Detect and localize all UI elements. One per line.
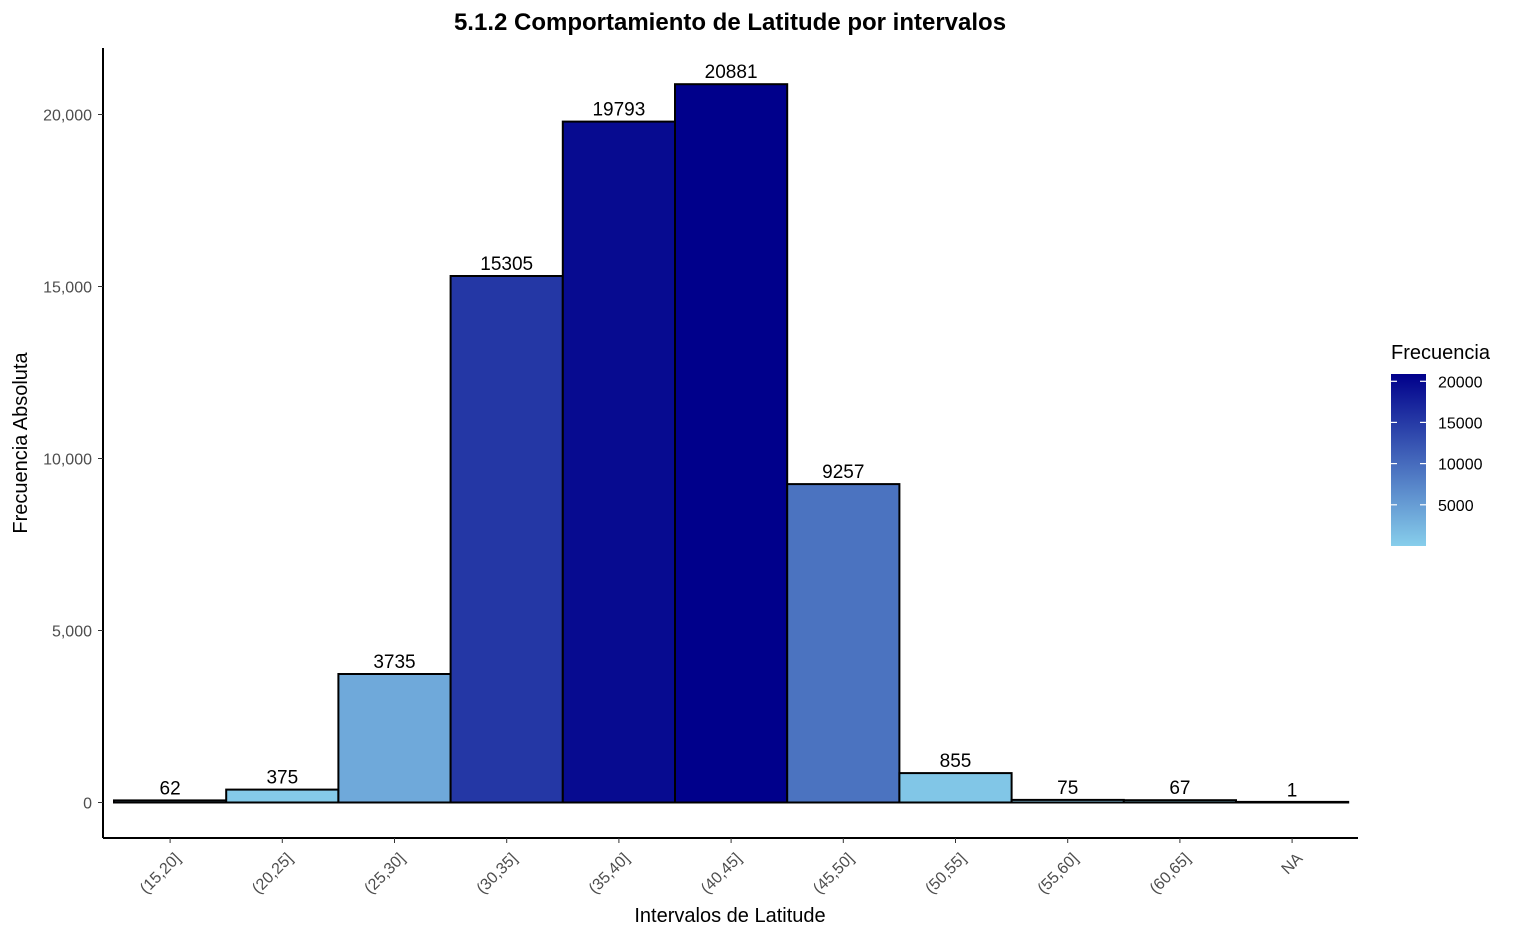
x-tick-label-6: (45,50]	[810, 850, 857, 897]
bar-7	[898, 772, 1013, 804]
bar-3	[449, 275, 564, 804]
legend-tick-label-1: 10000	[1438, 457, 1483, 474]
value-label-8: 75	[1057, 778, 1078, 799]
y-axis-ticks: 0 5,000 10,000 15,000 20,000	[43, 108, 103, 813]
legend-ticks: 5000 10000 15000 20000	[1391, 374, 1483, 515]
y-tick-label-3: 15,000	[43, 280, 92, 297]
legend-tick-label-0: 5000	[1438, 498, 1474, 515]
legend-tick-label-2: 15000	[1438, 415, 1483, 432]
x-tick-label-4: (35,40]	[586, 850, 633, 897]
x-tick-label-9: (60,65]	[1147, 850, 1194, 897]
value-labels: 62 375 3735 15305 19793 20881 9257 855 75 67 1	[160, 62, 1298, 801]
value-label-2: 3735	[373, 652, 415, 673]
legend-title: Frecuencia	[1391, 342, 1491, 364]
bar-2	[337, 673, 452, 804]
chart-title: 5.1.2 Comportamiento de Latitude por int…	[454, 9, 1006, 36]
value-label-4: 19793	[592, 100, 645, 121]
y-tick-label-1: 5,000	[52, 624, 92, 641]
legend-colorbar	[1391, 374, 1426, 546]
x-tick-label-0: (15,20]	[137, 850, 184, 897]
x-axis-ticks: (15,20] (20,25] (25,30] (30,35] (35,40] (40,4…	[137, 838, 1307, 897]
y-tick-label-4: 20,000	[43, 108, 92, 125]
value-label-9: 67	[1169, 778, 1190, 799]
y-tick-label-0: 0	[83, 796, 92, 813]
legend-tick-label-3: 20000	[1438, 374, 1483, 391]
bar-5	[674, 83, 789, 804]
y-axis-title: Frecuencia Absoluta	[10, 352, 32, 534]
value-label-5: 20881	[705, 62, 758, 83]
x-tick-label-2: (25,30]	[361, 850, 408, 897]
value-label-0: 62	[160, 778, 181, 799]
x-tick-label-7: (50,55]	[922, 850, 969, 897]
x-axis-title: Intervalos de Latitude	[634, 905, 825, 927]
value-label-10: 1	[1287, 781, 1298, 802]
value-label-1: 375	[266, 768, 298, 789]
x-tick-label-3: (30,35]	[474, 850, 521, 897]
x-tick-label-10: NA	[1279, 850, 1307, 878]
bar-4	[561, 120, 676, 804]
value-label-3: 15305	[480, 254, 533, 275]
value-label-6: 9257	[822, 462, 864, 483]
x-tick-label-5: (40,45]	[698, 850, 745, 897]
bar-6	[786, 483, 901, 804]
y-tick-label-2: 10,000	[43, 452, 92, 469]
color-legend: Frecuencia 5000 10000 15000 20000	[1391, 342, 1491, 546]
bars	[113, 83, 1350, 804]
value-label-7: 855	[940, 751, 972, 772]
bar-1	[225, 788, 340, 804]
x-tick-label-1: (20,25]	[249, 850, 296, 897]
x-tick-label-8: (55,60]	[1035, 850, 1082, 897]
